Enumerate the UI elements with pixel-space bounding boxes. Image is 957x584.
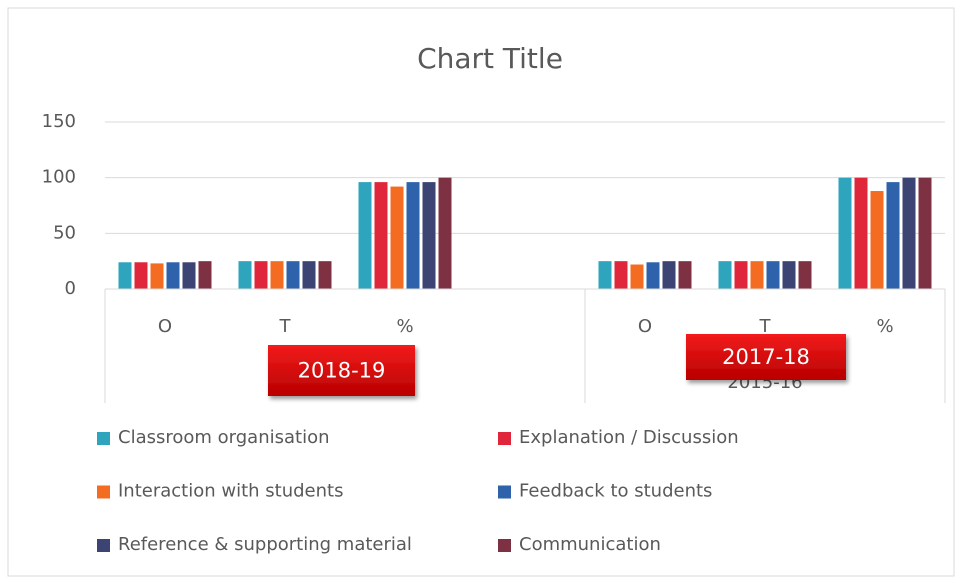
bar — [238, 261, 252, 289]
bar — [150, 263, 164, 289]
chart-title: Chart Title — [417, 42, 563, 75]
bar — [798, 261, 812, 289]
bar — [662, 261, 676, 289]
legend-label: Interaction with students — [118, 481, 343, 502]
x-tick-label: T — [759, 316, 772, 337]
annotation-label: 2018-19 — [298, 359, 386, 383]
bar — [406, 182, 420, 289]
bar — [614, 261, 628, 289]
bar — [782, 261, 796, 289]
bar — [358, 182, 372, 289]
bar — [646, 262, 660, 289]
x-tick-label: T — [279, 316, 292, 337]
bar — [750, 261, 764, 289]
bar — [118, 262, 132, 289]
bar — [318, 261, 332, 289]
bar — [374, 182, 388, 289]
x-tick-label: O — [638, 316, 652, 337]
bar — [838, 177, 852, 289]
annotation-label: 2017-18 — [722, 345, 810, 369]
legend-label: Reference & supporting material — [118, 534, 412, 555]
legend-swatch — [498, 432, 511, 445]
x-tick-label: % — [876, 316, 893, 337]
bar — [678, 261, 692, 289]
y-tick-label: 0 — [65, 278, 76, 299]
legend-label: Classroom organisation — [118, 427, 330, 448]
bar — [630, 264, 644, 289]
bar — [286, 261, 300, 289]
legend-swatch — [498, 485, 511, 499]
bar — [198, 261, 212, 289]
y-tick-label: 50 — [53, 222, 76, 243]
bar — [766, 261, 780, 289]
legend-swatch — [97, 432, 110, 445]
annotation-box — [686, 334, 846, 380]
chart-border — [7, 7, 955, 577]
bar — [870, 191, 884, 289]
bar — [718, 261, 732, 289]
bar — [302, 261, 316, 289]
bar — [734, 261, 748, 289]
y-tick-label: 150 — [42, 111, 76, 132]
legend-swatch — [97, 539, 110, 552]
bar — [254, 261, 268, 289]
bar — [902, 177, 916, 289]
x-tick-label: % — [396, 316, 413, 337]
legend-label: Communication — [519, 534, 661, 555]
annotation-box — [268, 345, 415, 396]
y-tick-label: 100 — [42, 167, 76, 188]
bar — [918, 177, 932, 289]
x-tick-label: O — [158, 316, 172, 337]
bar — [886, 182, 900, 289]
legend-swatch — [498, 539, 511, 552]
bar — [270, 261, 284, 289]
legend-swatch — [97, 485, 110, 499]
bar — [422, 182, 436, 289]
bar — [438, 177, 452, 289]
bar — [166, 262, 180, 289]
bar — [854, 177, 868, 289]
bar — [598, 261, 612, 289]
legend-label: Explanation / Discussion — [519, 427, 739, 448]
bar — [390, 186, 404, 289]
legend-label: Feedback to students — [519, 481, 712, 502]
bar — [182, 262, 196, 289]
bar — [134, 262, 148, 289]
